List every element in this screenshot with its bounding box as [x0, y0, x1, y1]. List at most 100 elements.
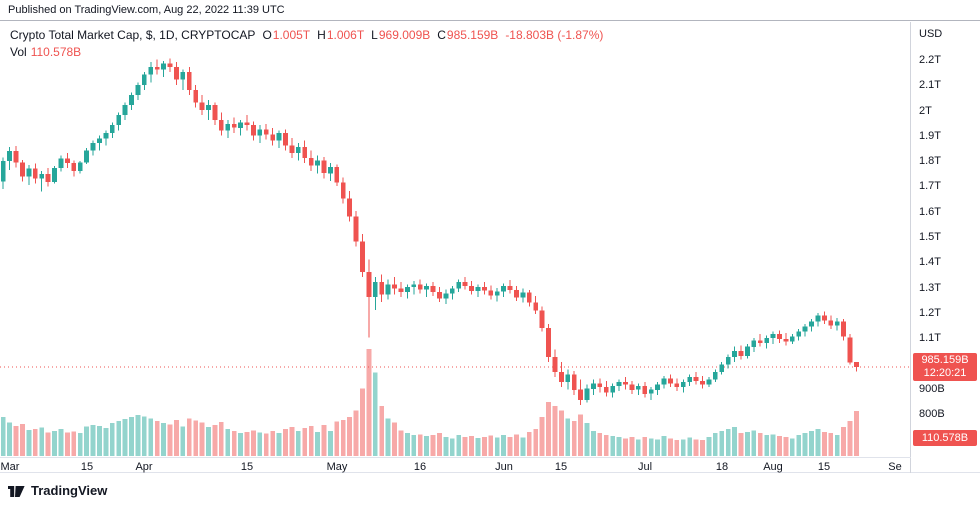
candle-body	[603, 387, 609, 393]
time-axis[interactable]: Mar 15 Apr 15 May 16 Jun 15 Jul 18 Aug 15 Se	[0, 457, 911, 473]
price-axis-label: 1.6T	[919, 206, 942, 218]
candle-body	[148, 67, 154, 75]
price-axis-label: 1.1T	[919, 332, 942, 344]
volume-bar	[283, 429, 288, 456]
volume-bar	[154, 420, 160, 456]
candle-body	[328, 167, 333, 174]
symbol-title[interactable]: Crypto Total Market Cap, $, 1D, CRYPTOCA…	[10, 28, 256, 42]
volume-bar	[411, 435, 417, 456]
candle-body	[174, 67, 179, 80]
volume-bar	[623, 438, 628, 456]
brand-name[interactable]: TradingView	[31, 482, 108, 498]
candle-body	[161, 63, 166, 70]
candle-body	[295, 147, 301, 154]
volume-bar	[97, 426, 102, 456]
volume-bar	[802, 433, 808, 456]
volume-bar	[103, 427, 109, 456]
volume-bar	[231, 431, 237, 456]
time-axis-label: Jun	[495, 461, 513, 473]
candle-body	[180, 72, 186, 80]
candle-body	[469, 286, 474, 292]
volume-bar	[770, 434, 776, 456]
volume-bar	[32, 429, 38, 456]
candle-body	[507, 286, 513, 291]
candle-body	[206, 105, 211, 111]
volume-bar	[668, 438, 673, 456]
volume-bar	[315, 431, 320, 456]
volume-bar	[193, 420, 199, 456]
candle-body	[789, 336, 795, 342]
candle-body	[353, 216, 359, 242]
price-axis[interactable]: USD 985.159B 12:20:21 110.578B 2.2T 2.1T 2…	[912, 22, 980, 473]
time-axis-label: Mar	[0, 461, 20, 473]
currency-label: USD	[919, 28, 943, 40]
price-axis-label: 1.2T	[919, 307, 942, 319]
candle-body	[411, 284, 417, 287]
volume-bar	[700, 440, 705, 456]
ohlc-value: 1.006T	[326, 28, 365, 42]
time-axis-label: 15	[817, 461, 831, 473]
candle-body	[494, 291, 500, 296]
volume-bar	[648, 438, 654, 456]
volume-bar	[584, 422, 590, 456]
candle-body	[456, 282, 462, 289]
chart-area[interactable]: Crypto Total Market Cap, $, 1D, CRYPTOCA…	[0, 22, 911, 473]
candle-body	[482, 287, 487, 291]
volume-bar	[757, 433, 763, 456]
volume-bar	[77, 433, 83, 456]
volume-bar	[597, 433, 603, 456]
volume-bar	[552, 406, 558, 456]
candle-body	[571, 374, 577, 390]
volume-bar	[26, 429, 32, 456]
time-axis-label: Se	[888, 461, 902, 473]
candle-body	[745, 346, 750, 356]
candle-body	[629, 384, 635, 390]
time-axis-label: 15	[80, 461, 94, 473]
volume-bar	[783, 437, 789, 456]
candle-body	[52, 168, 57, 182]
volume-bar	[251, 430, 256, 456]
candle-body	[475, 287, 481, 292]
candle-body	[443, 293, 449, 299]
candle-body	[135, 84, 141, 95]
volume-bar	[321, 425, 327, 456]
candle-body	[802, 326, 808, 332]
ohlc-values: O1.005T H1.006T L969.009B C985.159B	[255, 28, 498, 42]
price-axis-label: 1.4T	[919, 256, 942, 268]
tradingview-logo[interactable]	[8, 483, 25, 498]
volume-bar	[745, 431, 750, 456]
candle-body	[777, 334, 782, 340]
volume-bar	[347, 417, 352, 456]
volume-bar	[13, 425, 19, 456]
volume-bar	[84, 426, 89, 456]
candle-body	[648, 389, 654, 394]
candle-body	[424, 286, 429, 290]
volume-bar	[174, 420, 179, 456]
ohlc-value: 1.005T	[272, 28, 311, 42]
volume-bar	[39, 427, 45, 456]
candlestick-chart[interactable]	[0, 22, 911, 458]
candle-body	[212, 105, 218, 121]
candle-body	[520, 292, 526, 298]
candle-body	[488, 290, 494, 296]
volume-bar	[571, 420, 577, 456]
candle-body	[308, 158, 314, 166]
candle-body	[674, 383, 680, 388]
candle-body	[218, 120, 224, 131]
volume-bar	[276, 433, 282, 456]
volume-bar	[58, 429, 64, 456]
volume-bar	[289, 427, 295, 456]
volume-bar	[212, 425, 218, 456]
candle-body	[764, 338, 770, 344]
volume-bar	[469, 436, 474, 456]
vol-label: Vol	[10, 45, 27, 59]
candle-body	[796, 331, 802, 337]
volume-bar	[392, 422, 397, 456]
candle-body	[372, 282, 378, 298]
candle-body	[642, 386, 648, 394]
candle-body	[405, 287, 410, 293]
candle-body	[514, 290, 519, 298]
candle-body	[231, 124, 237, 128]
candle-body	[13, 151, 19, 163]
candle-body	[392, 284, 397, 289]
